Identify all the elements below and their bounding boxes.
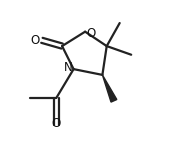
Text: N: N bbox=[64, 61, 72, 74]
Polygon shape bbox=[102, 75, 117, 102]
Text: O: O bbox=[52, 117, 61, 130]
Text: O: O bbox=[86, 27, 96, 40]
Text: O: O bbox=[30, 34, 39, 47]
